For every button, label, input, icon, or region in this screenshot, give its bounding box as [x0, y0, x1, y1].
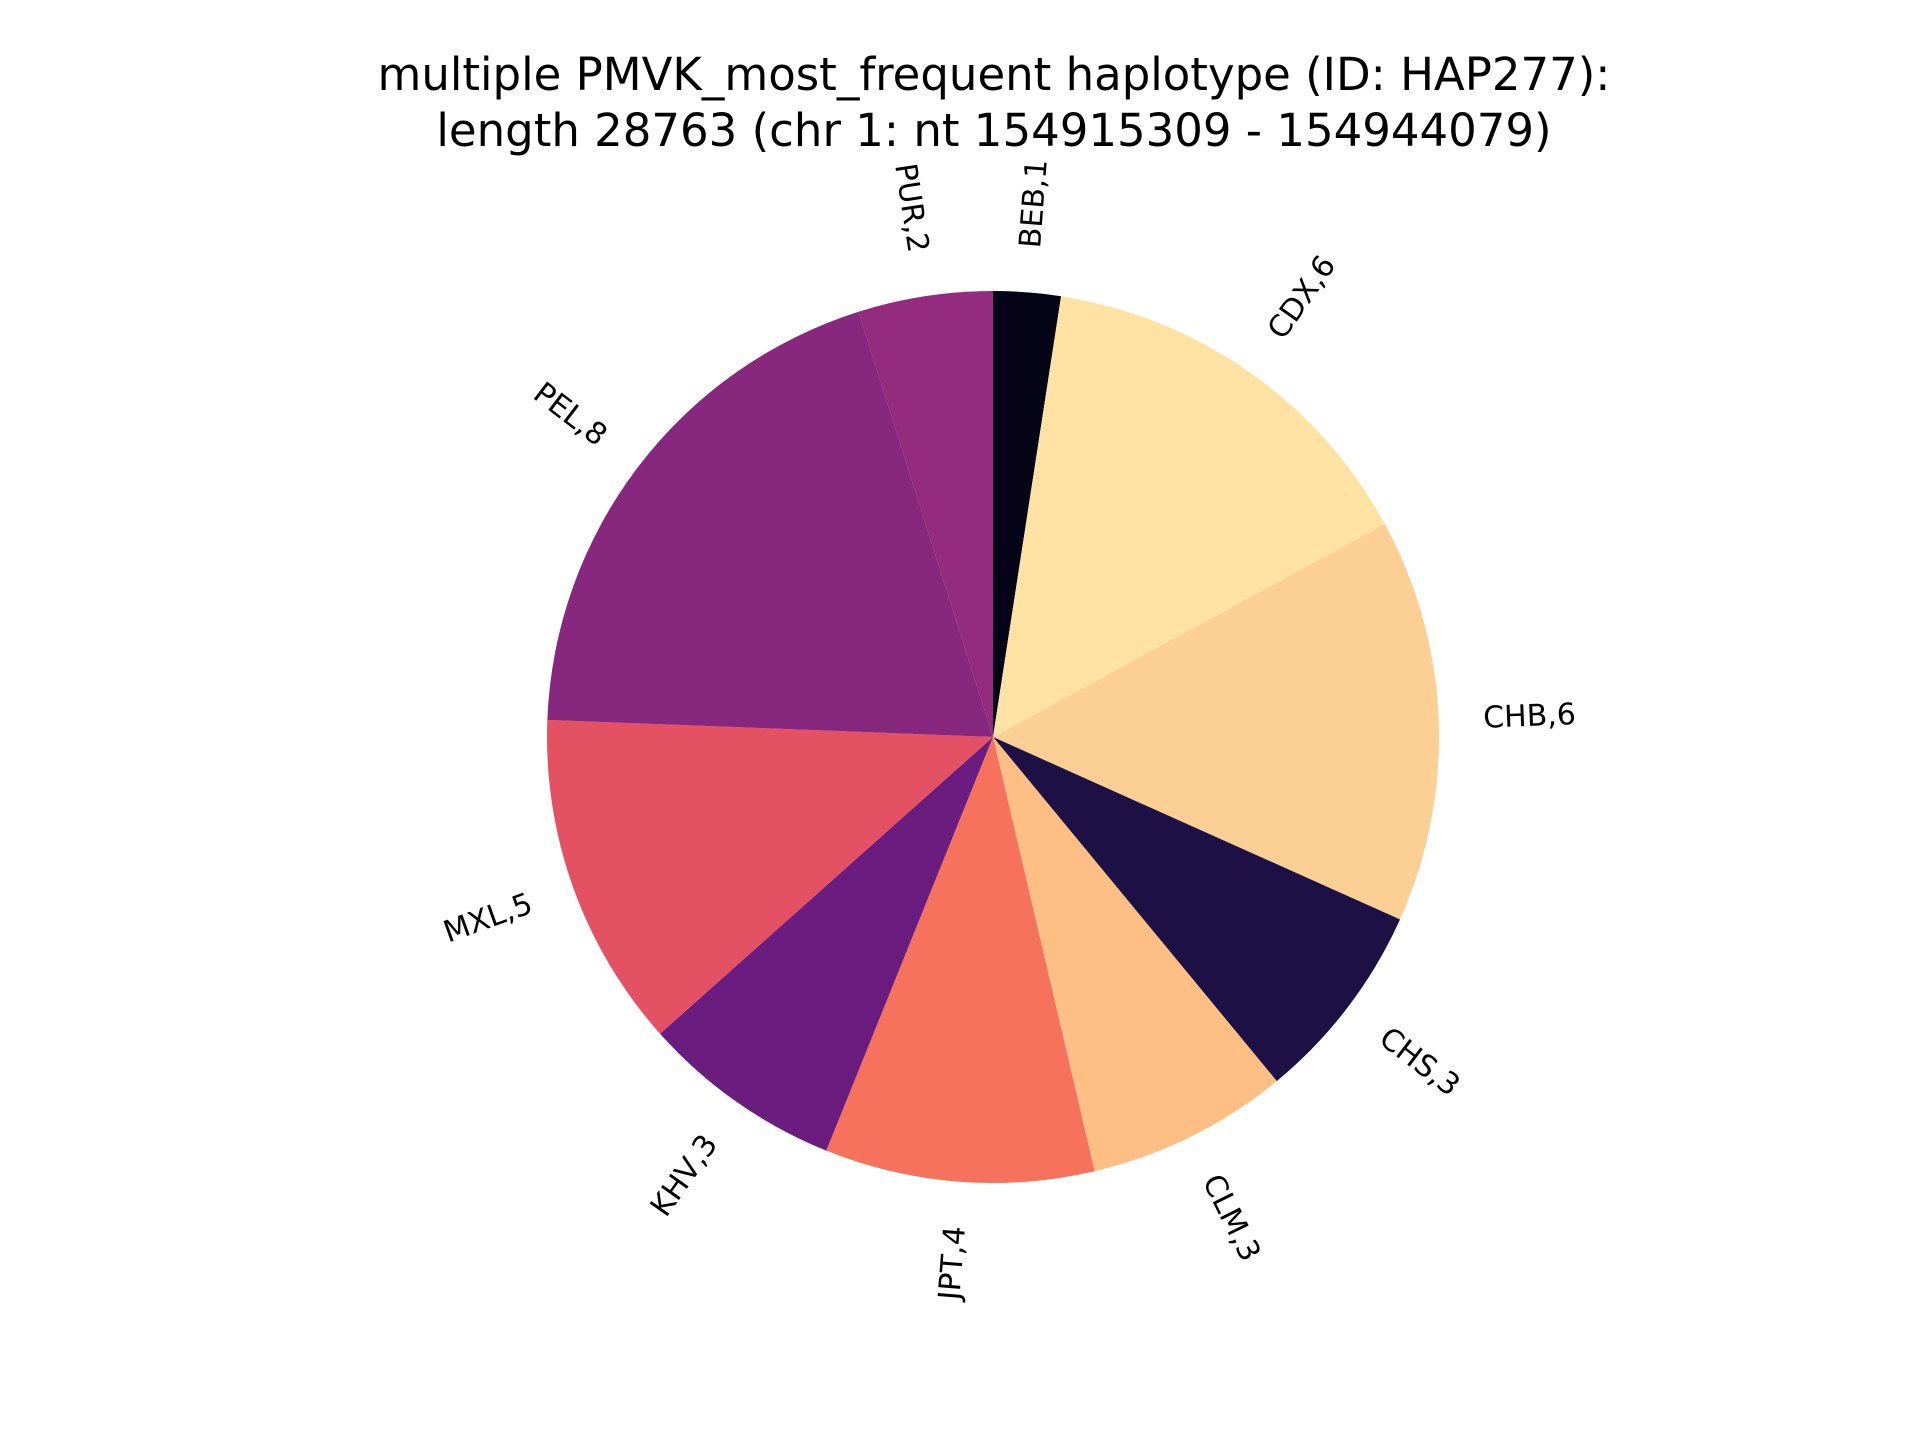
pie-slice-jpt [826, 737, 1095, 1184]
chart-subtitle: length 28763 (chr 1: nt 154915309 - 1549… [436, 104, 1551, 157]
pie-label-clm: CLM,3 [1195, 1169, 1267, 1267]
pie-label-beb: BEB,1 [1013, 158, 1055, 249]
pie-slice-chb [993, 523, 1440, 920]
pie-slice-chs [993, 737, 1400, 1082]
pie-label-chs: CHS,3 [1373, 1020, 1467, 1103]
pie-slice-pel [547, 311, 993, 737]
pie-slice-beb [993, 291, 1062, 737]
pie-slice-clm [993, 737, 1277, 1172]
pie-label-jpt: JPT,4 [932, 1225, 973, 1303]
pie-slice-mxl [547, 719, 993, 1034]
pie-slices [547, 291, 1440, 1184]
pie-slice-khv [660, 737, 993, 1151]
chart-title: multiple PMVK_most_frequent haplotype (I… [378, 48, 1611, 101]
pie-label-khv: KHV,3 [644, 1128, 725, 1223]
pie-label-pel: PEL,8 [527, 376, 614, 454]
pie-label-mxl: MXL,5 [439, 886, 537, 950]
pie-label-chb: CHB,6 [1483, 697, 1577, 736]
pie-label-cdx: CDX,6 [1261, 249, 1343, 345]
pie-slice-pur [858, 291, 993, 737]
pie-label-pur: PUR,2 [887, 161, 935, 255]
pie-slice-cdx [993, 296, 1385, 737]
